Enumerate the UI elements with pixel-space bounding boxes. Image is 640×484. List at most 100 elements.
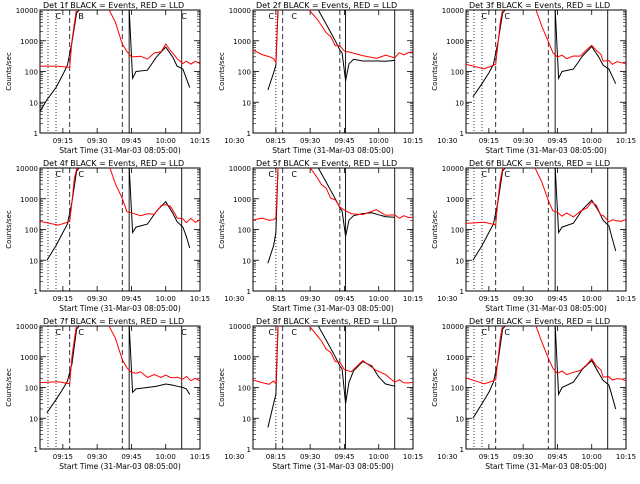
detector-panel: Det 4f BLACK = Events, RED = LLD 1 10 100 10… [5,159,244,313]
x-axis-label: Start Time (31-Mar-03 08:05:00) [485,462,607,471]
x-axis-label: Start Time (31-Mar-03 08:05:00) [272,304,394,313]
annotation-label: C [291,328,297,337]
annotation-label: C [481,170,487,179]
x-tick-label: 10:30 [224,137,244,145]
y-tick-label: 10000 [229,7,251,15]
x-tick-label: 10:15 [403,137,423,145]
x-tick-label: 09:30 [513,137,533,145]
annotation-label: C [481,328,487,337]
x-tick-label: 10:15 [616,137,636,145]
x-axis-label: Start Time (31-Mar-03 08:05:00) [59,304,181,313]
detector-panel: Det 7f BLACK = Events, RED = LLD 1 10 100 10… [5,317,244,471]
y-tick-label: 100 [451,69,464,77]
panel-title: Det 2f BLACK = Events, RED = LLD [256,1,397,10]
x-axis-label: Start Time (31-Mar-03 08:05:00) [272,462,394,471]
y-tick-label: 10 [29,99,38,107]
y-tick-label: 1 [247,130,251,138]
x-tick-label: 10:00 [156,295,176,303]
y-tick-label: 10000 [229,323,251,331]
annotation-label: C [78,170,84,179]
x-tick-label: 09:15 [479,453,499,461]
x-tick-label: 09:45 [547,453,567,461]
y-tick-label: 1000 [446,196,464,204]
lld-series-line [253,168,413,221]
x-tick-label: 10:00 [369,295,389,303]
y-axis-label: Counts/sec [5,210,13,249]
x-tick-label: 09:15 [479,295,499,303]
lld-series-line [466,326,626,385]
x-tick-label: 10:30 [437,137,457,145]
y-tick-label: 1000 [20,354,38,362]
x-tick-label: 10:30 [224,295,244,303]
y-tick-label: 1 [460,288,464,296]
y-tick-label: 100 [238,227,251,235]
x-tick-label: 10:15 [190,453,210,461]
y-tick-label: 10000 [16,7,38,15]
panel-title: Det 4f BLACK = Events, RED = LLD [43,159,184,168]
y-tick-label: 100 [25,69,38,77]
annotation-label: C [55,170,61,179]
events-series-line [267,168,395,264]
x-tick-label: 10:15 [403,453,423,461]
x-tick-label: 09:30 [87,453,107,461]
x-tick-label: 09:45 [334,295,354,303]
events-series-line [267,326,395,428]
y-axis-label: Counts/sec [431,368,439,407]
y-tick-label: 1 [34,130,38,138]
events-series-line [46,326,191,414]
x-tick-label: 09:15 [53,453,73,461]
x-axis-label: Start Time (31-Mar-03 08:05:00) [272,146,394,155]
x-tick-label: 10:00 [582,137,602,145]
y-tick-label: 100 [25,385,38,393]
y-tick-label: 1000 [233,38,251,46]
y-tick-label: 10 [242,415,251,423]
y-axis-label: Counts/sec [431,52,439,91]
x-tick-label: 09:45 [547,295,567,303]
detector-panel: Det 8f BLACK = Events, RED = LLD 1 10 100 10… [218,317,457,471]
detector-panel: Det 5f BLACK = Events, RED = LLD 1 10 100 10… [218,159,457,313]
y-tick-label: 10 [29,257,38,265]
x-tick-label: 10:00 [156,137,176,145]
y-tick-label: 1 [34,446,38,454]
x-tick-label: 09:30 [300,295,320,303]
annotation-label: C [481,12,487,21]
x-axis-label: Start Time (31-Mar-03 08:05:00) [485,304,607,313]
annotation-label: B [78,12,84,21]
events-series-line [472,326,617,419]
panel-title: Det 8f BLACK = Events, RED = LLD [256,317,397,326]
y-tick-label: 1000 [446,354,464,362]
y-tick-label: 1 [460,446,464,454]
x-tick-label: 10:00 [582,295,602,303]
detector-panel: Det 1f BLACK = Events, RED = LLD 1 10 100 10… [5,1,244,155]
x-tick-label: 09:15 [479,137,499,145]
y-axis-label: Counts/sec [218,52,226,91]
annotation-label: C [291,170,297,179]
lld-series-line [40,10,200,69]
annotation-label: C [268,328,274,337]
y-tick-label: 10 [29,415,38,423]
x-tick-label: 10:00 [582,453,602,461]
y-tick-label: 10000 [442,165,464,173]
x-tick-label: 09:45 [334,453,354,461]
x-tick-label: 09:30 [300,453,320,461]
detector-panel: Det 2f BLACK = Events, RED = LLD 1 10 100 10… [218,1,457,155]
annotation-label: C [504,12,510,21]
events-series-line [267,10,395,91]
y-tick-label: 1000 [20,196,38,204]
y-tick-label: 1000 [233,196,251,204]
x-tick-label: 10:15 [403,295,423,303]
y-tick-label: 1 [247,288,251,296]
events-series-line [472,10,617,98]
x-axis-label: Start Time (31-Mar-03 08:05:00) [59,146,181,155]
y-tick-label: 10 [242,257,251,265]
lld-series-line [40,326,200,385]
lld-series-line [253,10,413,64]
annotation-label: C [268,12,274,21]
y-axis-label: Counts/sec [5,52,13,91]
x-tick-label: 09:15 [53,137,73,145]
x-tick-label: 08:15 [266,295,286,303]
x-tick-label: 10:30 [437,453,457,461]
y-tick-label: 1 [460,130,464,138]
y-axis-label: Counts/sec [5,368,13,407]
